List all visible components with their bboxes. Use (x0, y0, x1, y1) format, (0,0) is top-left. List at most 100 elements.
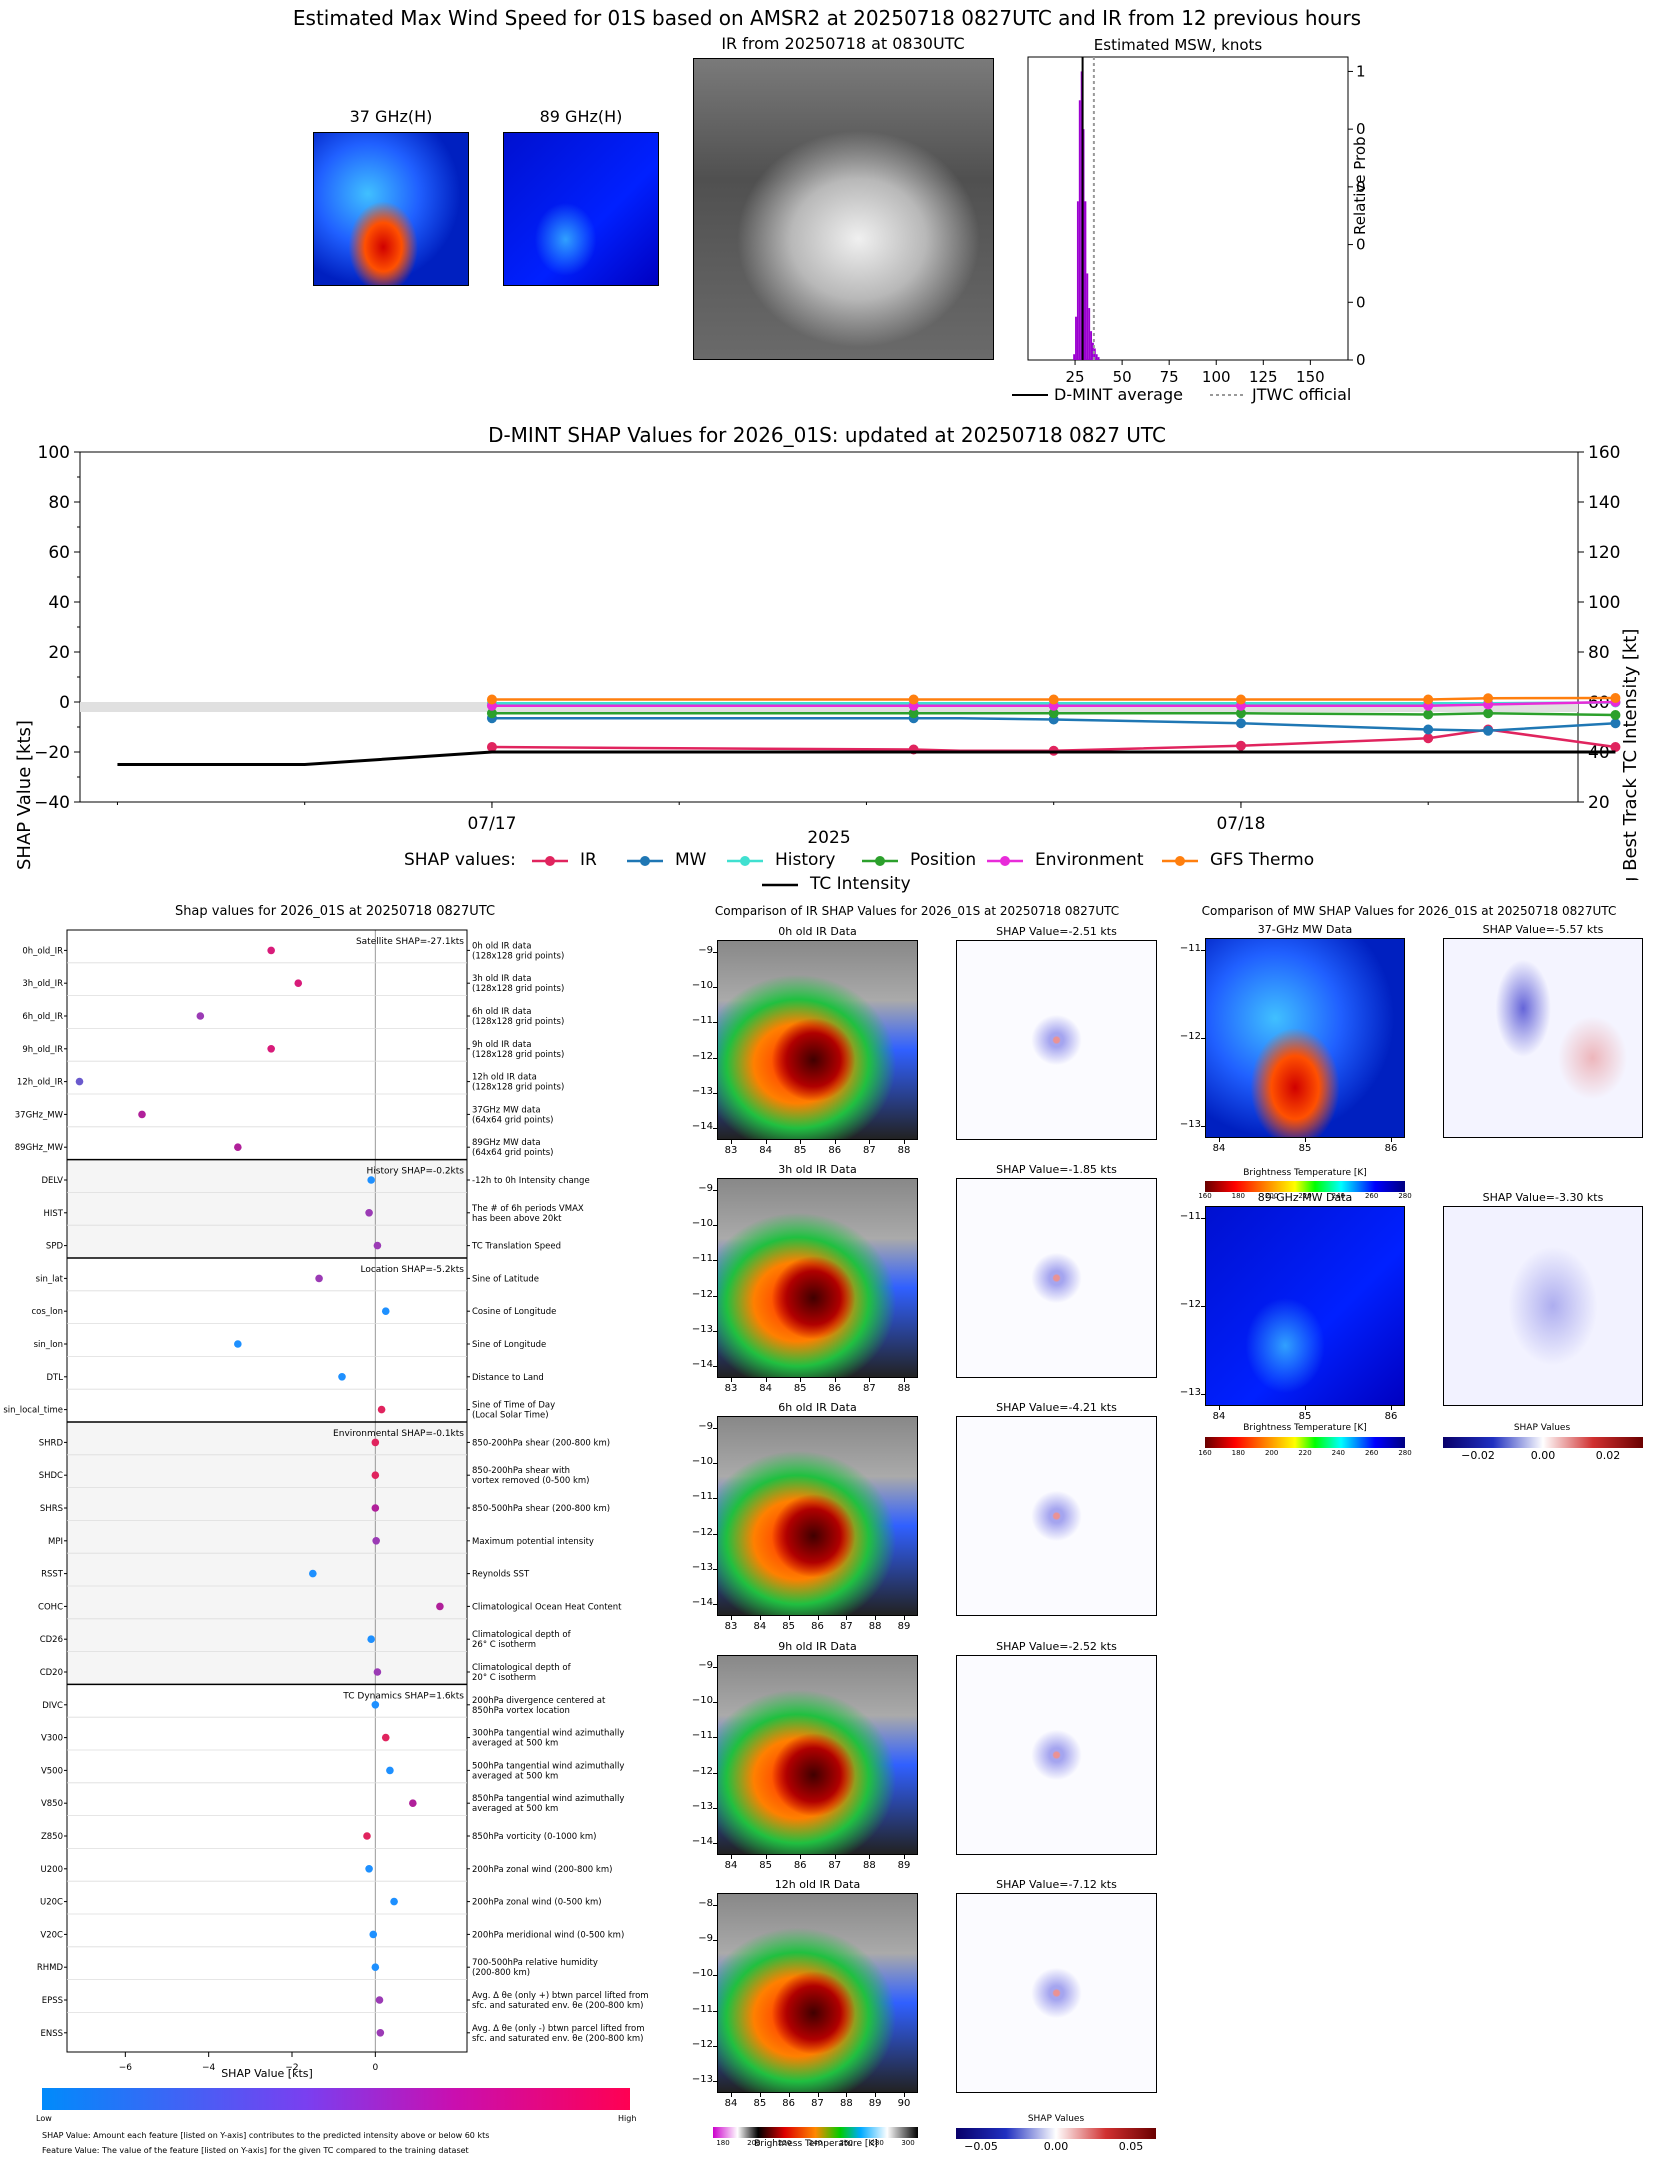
tick-mark (1201, 1126, 1205, 1127)
feature-value-colorbar (42, 2088, 630, 2110)
mw_comparison-xtick: 86 (1384, 1143, 1398, 1154)
feature-desc: 850hPa vorticity (0-1000 km) (472, 1832, 596, 1842)
ir_comparison-ytick: −13 (691, 1085, 713, 1097)
ir_comparison-image (717, 940, 918, 1140)
feature-desc: (64x64 grid points) (472, 1148, 553, 1158)
series-point (1610, 718, 1621, 729)
tick-mark (713, 952, 717, 953)
series-point (1610, 710, 1621, 720)
feature-name: ENSS (40, 2029, 63, 2039)
group-label: TC Dynamics SHAP=1.6kts (342, 1691, 464, 1701)
feature-desc: vortex removed (0-500 km) (472, 1476, 589, 1486)
feature-desc: averaged at 500 km (472, 1771, 558, 1781)
feature-name: sin_lon (34, 1340, 63, 1350)
ir_comparison-ytick: −9 (698, 945, 713, 956)
feature-desc: averaged at 500 km (472, 1804, 558, 1814)
ir_comparison-ytick: −11 (691, 2003, 713, 2015)
hist-legend: D-MINT average JTWC official (1012, 385, 1352, 407)
shap-xtick-label: −4 (202, 2063, 216, 2073)
shap-point (381, 1307, 390, 1315)
tick-mark (713, 1295, 717, 1297)
tick-mark (1219, 1406, 1220, 1410)
group-label: Environmental SHAP=-0.1kts (333, 1429, 464, 1439)
feature-desc: 850hPa tangential wind azimuthally (472, 1794, 624, 1804)
tick-mark (713, 1092, 717, 1094)
tick-mark (759, 2093, 761, 2097)
ts-ytick-right: 80 (1588, 643, 1610, 663)
mw-cbar-tick: 220 (1298, 1449, 1312, 1457)
ir_comparison-ytick: −9 (698, 1660, 713, 1671)
mw-shap-cbar-title: SHAP Values (1513, 1423, 1571, 1433)
mw37-cbar-title: Brightness Temperature [K] (1243, 1168, 1367, 1178)
feature-desc: 3h old IR data (472, 974, 531, 984)
group-label: History SHAP=-0.2kts (367, 1167, 465, 1177)
hist-bar (1090, 331, 1092, 360)
ts-ytick-left: 80 (48, 493, 70, 513)
feature-name: MPI (48, 1537, 63, 1547)
ts-ytick-left: 20 (48, 643, 70, 663)
mw_comparison-label: 89-GHz MW Data (1257, 1191, 1353, 1204)
feature-desc: 0h old IR data (472, 941, 531, 951)
mw_comparison-ytick: −11 (1179, 1211, 1201, 1222)
mw-cbar-tick: 200 (1264, 1192, 1279, 1200)
ts-ytick-right: 100 (1588, 593, 1620, 613)
ir_comparison-xtick: 87 (828, 1860, 842, 1871)
ir_comparison-shap-label: SHAP Value=-2.52 kts (996, 1640, 1117, 1653)
hist-title: Estimated MSW, knots (1093, 36, 1263, 54)
ir_comparison-ytick: −13 (691, 1561, 713, 1573)
feature-name: SHRD (39, 1438, 64, 1448)
ts-xyear: 2025 (807, 828, 851, 848)
colorbar-high: High (618, 2114, 637, 2123)
mw-cbar-tick: 280 (1398, 1449, 1412, 1457)
feature-desc: Sine of Longitude (472, 1340, 546, 1350)
hist-bar (1088, 308, 1091, 360)
feature-desc: Climatological depth of (472, 1663, 572, 1673)
legend-label: Position (910, 850, 977, 870)
ir_comparison-xtick: 87 (839, 1621, 853, 1632)
mw37-label: 37 GHz(H) (349, 107, 433, 126)
tick-mark (713, 1843, 717, 1844)
ir_comparison-ytick: −14 (691, 1359, 713, 1370)
mw_comparison-image (1205, 938, 1405, 1138)
mw89-cbar (1205, 1437, 1405, 1448)
mw-comparison-title: Comparison of MW SHAP Values for 2026_01… (1201, 904, 1617, 918)
ir_comparison-ytick: −8 (698, 1898, 713, 1909)
ir-shap-cbar-title: SHAP Values (1027, 2114, 1085, 2124)
mw-shap-colorbar (1443, 1437, 1643, 1448)
feature-desc: Avg. Δ θe (only +) btwn parcel lifted fr… (472, 1991, 649, 2001)
mw_comparison-xtick: 86 (1384, 1411, 1398, 1422)
ir_comparison-ytick: −13 (691, 2074, 713, 2085)
ts-ytick-left: 60 (48, 543, 70, 563)
tick-mark (713, 1463, 717, 1465)
tick-mark (904, 1855, 905, 1859)
shap-xtick-label: 0 (372, 2063, 378, 2073)
feature-name: DIVC (42, 1701, 63, 1711)
tick-mark (1391, 1406, 1392, 1410)
tick-mark (713, 2010, 717, 2012)
shap-summary-plot: Satellite SHAP=-27.1kts 0h_old_IR 0h old I… (3, 929, 649, 2073)
feature-name: cos_lon (31, 1307, 63, 1317)
feature-desc: sfc. and saturated env. θe (200-800 km) (472, 2034, 644, 2044)
ir_comparison-image (717, 1178, 918, 1378)
series-point (1483, 708, 1494, 719)
tick-mark (713, 1940, 717, 1942)
feature-name: V300 (41, 1734, 63, 1744)
mw-cbar-tick: 260 (1364, 1192, 1379, 1200)
mw-cbar-tick: 180 (1231, 1192, 1246, 1200)
tick-mark (759, 1616, 761, 1620)
shap-point (267, 1045, 275, 1053)
tick-mark (765, 1855, 767, 1859)
feature-desc: 200hPa zonal wind (200-800 km) (472, 1865, 612, 1875)
ir_comparison-ytick: −10 (691, 1456, 713, 1468)
ir_comparison-ytick: −10 (691, 1968, 713, 1980)
tick-mark (1201, 950, 1205, 951)
mw-cbar-tick: 280 (1398, 1192, 1412, 1200)
tick-mark (713, 1190, 717, 1191)
tick-mark (869, 1140, 871, 1144)
footnote-shap: SHAP Value: Amount each feature [listed … (42, 2131, 490, 2140)
feature-name: V850 (41, 1799, 63, 1809)
tick-mark (1201, 1218, 1205, 1219)
tick-mark (1391, 1138, 1392, 1142)
mw_comparison-label: 37-GHz MW Data (1257, 923, 1353, 936)
